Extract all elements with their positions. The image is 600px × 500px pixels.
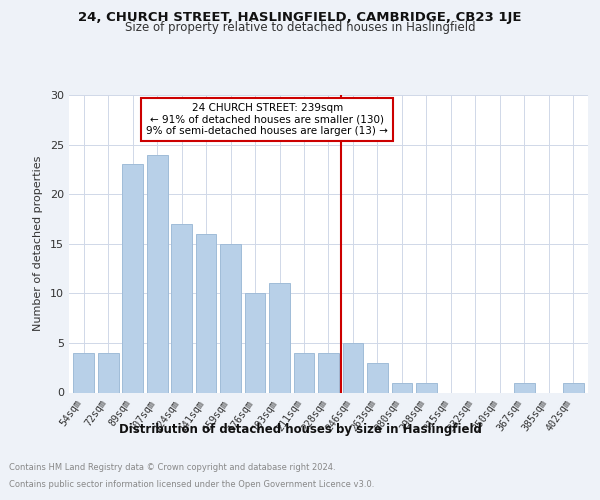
Text: Contains HM Land Registry data © Crown copyright and database right 2024.: Contains HM Land Registry data © Crown c… [9, 464, 335, 472]
Y-axis label: Number of detached properties: Number of detached properties [33, 156, 43, 332]
Bar [293, 353, 314, 393]
Bar [245, 294, 265, 392]
Bar [98, 353, 119, 393]
Bar [392, 382, 412, 392]
Bar [514, 382, 535, 392]
Bar [318, 353, 339, 393]
Bar [269, 284, 290, 393]
Text: Contains public sector information licensed under the Open Government Licence v3: Contains public sector information licen… [9, 480, 374, 489]
Bar [147, 154, 167, 392]
Bar [73, 353, 94, 393]
Bar [171, 224, 192, 392]
Bar [343, 343, 364, 392]
Text: 24 CHURCH STREET: 239sqm
← 91% of detached houses are smaller (130)
9% of semi-d: 24 CHURCH STREET: 239sqm ← 91% of detach… [146, 103, 388, 136]
Bar [367, 363, 388, 392]
Text: Distribution of detached houses by size in Haslingfield: Distribution of detached houses by size … [119, 422, 481, 436]
Text: Size of property relative to detached houses in Haslingfield: Size of property relative to detached ho… [125, 21, 475, 34]
Bar [220, 244, 241, 392]
Bar [563, 382, 584, 392]
Bar [122, 164, 143, 392]
Bar [416, 382, 437, 392]
Bar [196, 234, 217, 392]
Text: 24, CHURCH STREET, HASLINGFIELD, CAMBRIDGE, CB23 1JE: 24, CHURCH STREET, HASLINGFIELD, CAMBRID… [78, 11, 522, 24]
